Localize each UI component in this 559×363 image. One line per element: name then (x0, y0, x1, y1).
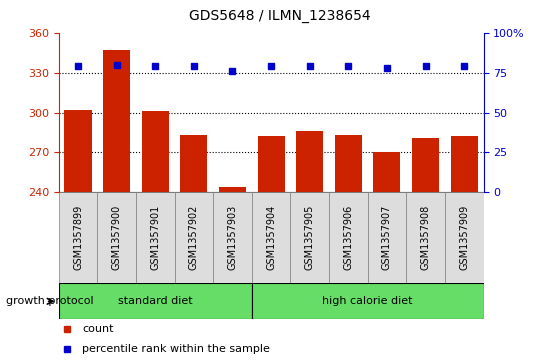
Bar (406, 192, 445, 283)
Bar (368, 192, 406, 283)
Bar (329, 192, 368, 283)
Text: GSM1357907: GSM1357907 (382, 205, 392, 270)
Text: GSM1357905: GSM1357905 (305, 205, 315, 270)
Text: GSM1357899: GSM1357899 (73, 205, 83, 270)
Bar (252, 283, 484, 319)
Text: growth protocol: growth protocol (6, 296, 93, 306)
Text: GSM1357901: GSM1357901 (150, 205, 160, 270)
Text: GSM1357900: GSM1357900 (112, 205, 122, 270)
Bar (59, 283, 252, 319)
Bar (142, 111, 169, 192)
Bar (59, 192, 97, 283)
Text: GSM1357906: GSM1357906 (343, 205, 353, 270)
Bar (97, 192, 136, 283)
Bar (296, 131, 323, 192)
Bar (213, 192, 252, 283)
Text: GSM1357902: GSM1357902 (189, 205, 199, 270)
Bar (451, 136, 478, 192)
Text: GSM1357908: GSM1357908 (420, 205, 430, 270)
Text: GSM1357903: GSM1357903 (228, 205, 238, 270)
Text: GSM1357909: GSM1357909 (459, 205, 469, 270)
Text: count: count (82, 325, 113, 334)
Bar (103, 50, 130, 192)
Bar (181, 135, 207, 192)
Bar (445, 192, 484, 283)
Bar (412, 138, 439, 192)
Bar (335, 135, 362, 192)
Text: standard diet: standard diet (118, 296, 192, 306)
Bar (64, 110, 92, 192)
Bar (136, 192, 174, 283)
Bar (219, 187, 246, 192)
Bar (373, 152, 400, 192)
Bar (174, 192, 213, 283)
Bar (252, 192, 291, 283)
Bar (291, 192, 329, 283)
Text: high calorie diet: high calorie diet (323, 296, 413, 306)
Text: GSM1357904: GSM1357904 (266, 205, 276, 270)
Bar (258, 136, 285, 192)
Text: GDS5648 / ILMN_1238654: GDS5648 / ILMN_1238654 (189, 9, 370, 23)
Text: percentile rank within the sample: percentile rank within the sample (82, 344, 270, 354)
